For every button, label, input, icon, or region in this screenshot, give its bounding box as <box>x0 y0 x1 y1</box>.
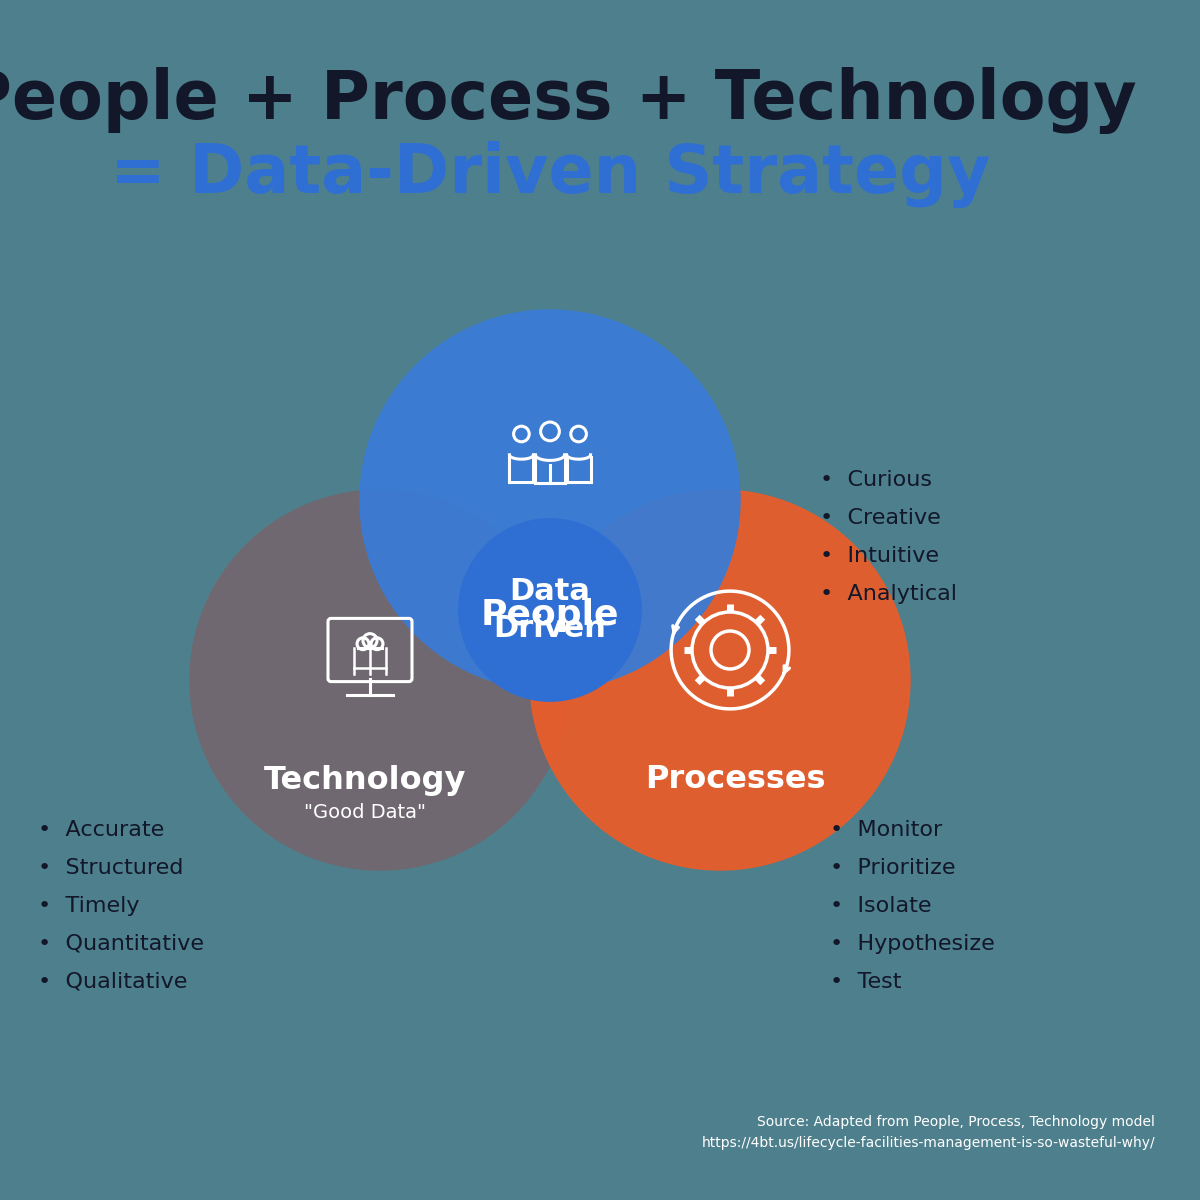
Circle shape <box>530 490 910 870</box>
Text: •  Curious: • Curious <box>820 470 932 490</box>
Text: •  Timely: • Timely <box>38 896 139 916</box>
Text: •  Test: • Test <box>830 972 901 992</box>
Text: Technology: Technology <box>264 764 466 796</box>
Circle shape <box>360 310 740 690</box>
Circle shape <box>190 490 570 870</box>
Text: •  Quantitative: • Quantitative <box>38 934 204 954</box>
Text: Source: Adapted from People, Process, Technology model
https://4bt.us/lifecycle-: Source: Adapted from People, Process, Te… <box>701 1116 1154 1150</box>
Text: •  Creative: • Creative <box>820 508 941 528</box>
Text: Data
Driven: Data Driven <box>493 577 606 643</box>
Circle shape <box>458 518 641 701</box>
Text: •  Monitor: • Monitor <box>830 820 942 840</box>
Text: •  Intuitive: • Intuitive <box>820 546 940 566</box>
Text: Processes: Processes <box>644 764 826 796</box>
Text: •  Structured: • Structured <box>38 858 184 878</box>
Text: "Good Data": "Good Data" <box>304 803 426 822</box>
Text: •  Hypothesize: • Hypothesize <box>830 934 995 954</box>
Text: •  Isolate: • Isolate <box>830 896 931 916</box>
Text: People: People <box>481 598 619 632</box>
Text: •  Analytical: • Analytical <box>820 584 958 604</box>
Text: •  Prioritize: • Prioritize <box>830 858 955 878</box>
Text: •  Accurate: • Accurate <box>38 820 164 840</box>
Text: People + Process + Technology: People + Process + Technology <box>0 66 1136 133</box>
Text: •  Qualitative: • Qualitative <box>38 972 187 992</box>
Text: = Data-Driven Strategy: = Data-Driven Strategy <box>110 142 990 209</box>
